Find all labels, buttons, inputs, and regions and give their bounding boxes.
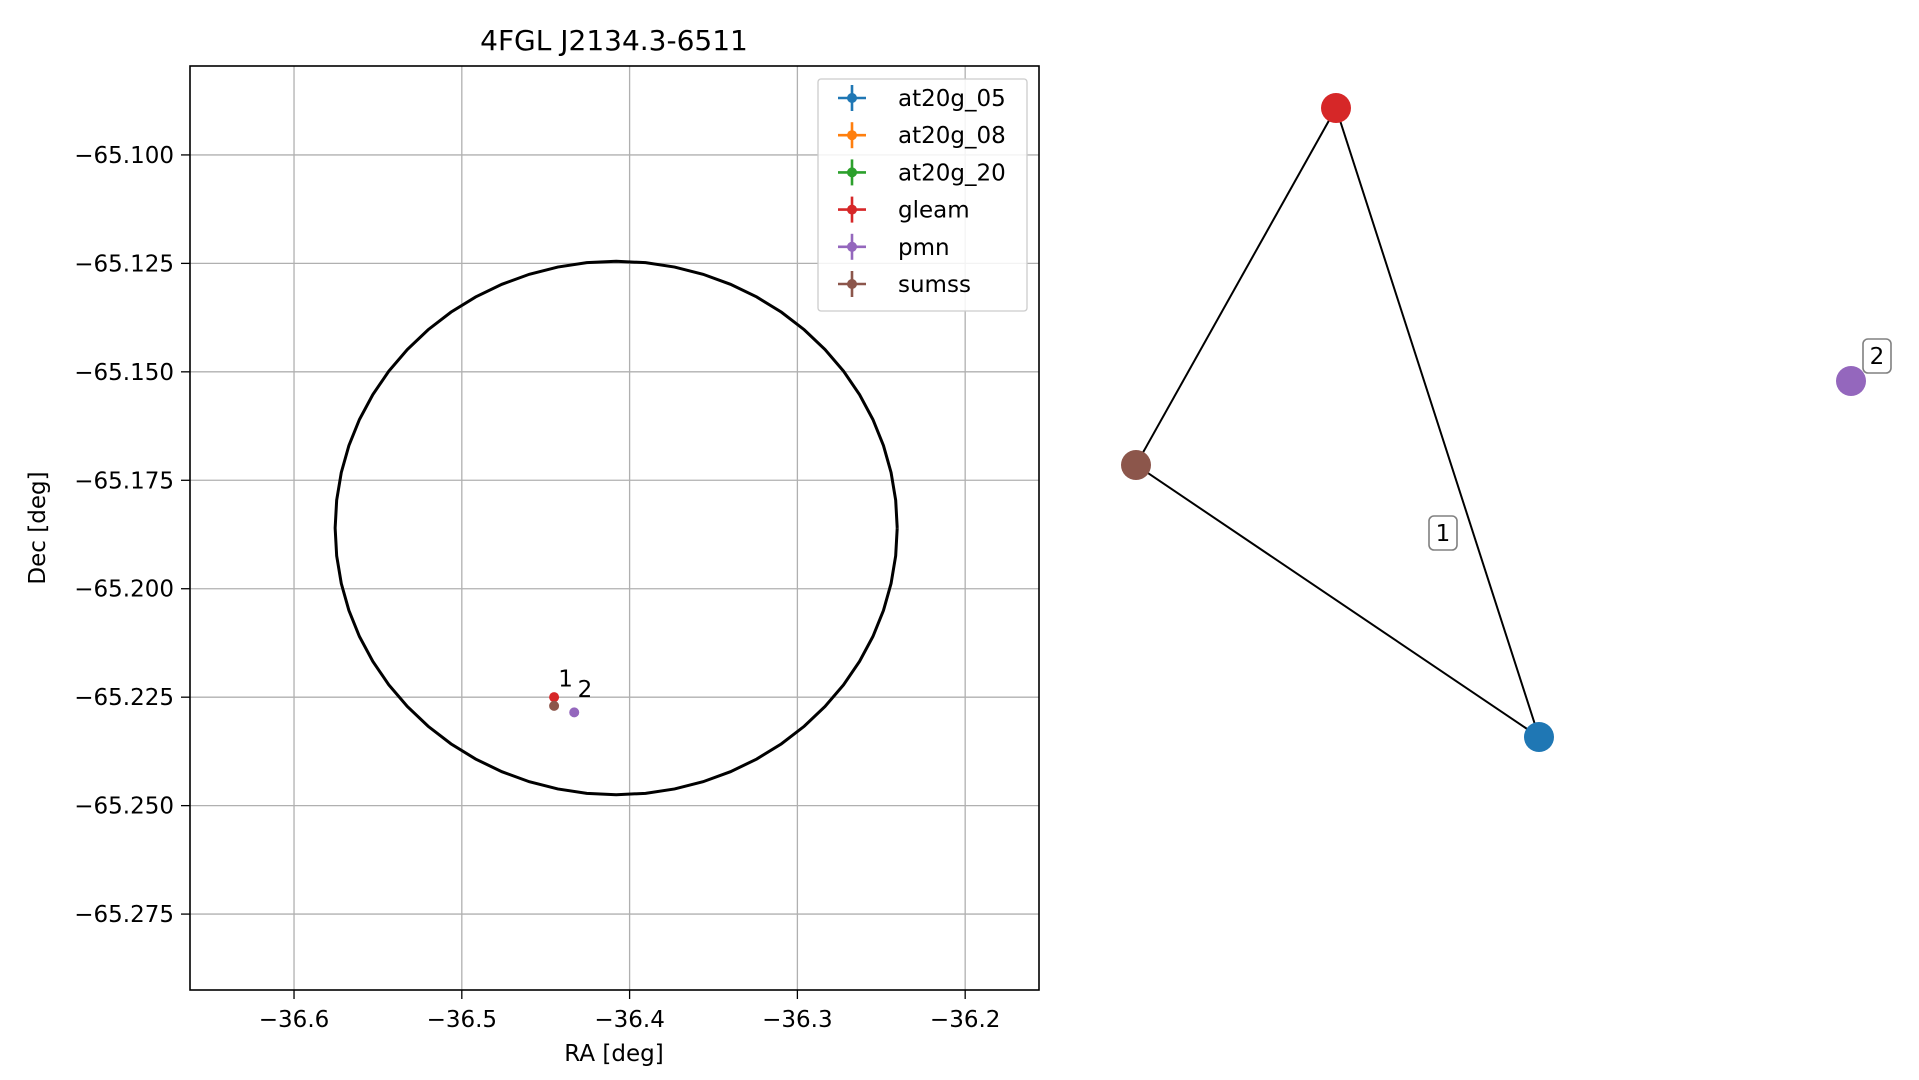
localization-ellipse-layer [333,259,899,797]
node-at20g_05 [1524,722,1554,752]
graph-nodes [1121,93,1866,752]
y-tick-label: −65.100 [74,143,174,169]
legend-entry-gleam: gleam [838,196,970,224]
point-annotation-2: 2 [578,677,593,703]
axes-frame [189,65,1040,991]
component-label-text: 1 [1436,521,1451,547]
y-tick-label: −65.225 [74,685,174,711]
graph-panel: 12 [1121,93,1892,752]
graph-edges [1135,107,1540,738]
component-label-box [1862,338,1892,374]
y-tick-label: −65.150 [74,360,174,386]
edge-sumss-at20g_05 [1135,464,1540,738]
legend-frame [817,78,1028,312]
x-tick-label: −36.6 [259,1007,329,1033]
grid [190,66,1039,990]
legend-label: at20g_05 [898,86,1006,112]
legend-marker-dot [847,167,857,178]
component-label-box [1428,515,1458,551]
legend-entry-sumss: sumss [838,271,971,298]
x-tick-label: −36.5 [427,1007,497,1033]
legend-marker-dot [847,204,857,215]
legend-label: sumss [898,272,971,298]
legend-label: at20g_20 [898,160,1006,186]
legend-entry-at20g_20: at20g_20 [838,159,1006,186]
component-labels: 12 [1428,338,1892,551]
node-sumss [1121,450,1151,480]
edge-gleam-at20g_05 [1335,107,1540,738]
point-sumss [549,700,560,711]
legend-label: pmn [898,235,950,261]
chart-title: 4FGL J2134.3-6511 [480,24,748,57]
node-gleam [1321,93,1351,123]
scatter-panel: −36.6 −36.5 −36.4 −36.3 −36.2 −65.100 −65.125… [25,24,1040,1067]
legend-entry-at20g_08: at20g_08 [838,122,1006,149]
point-annotation-1: 1 [558,666,573,692]
point-pmn [569,707,580,718]
legend-entry-at20g_05: at20g_05 [838,85,1006,112]
y-tick-label: −65.125 [74,251,174,277]
y-tick-label: −65.175 [74,468,174,494]
legend-label: gleam [898,198,970,224]
legend-label: at20g_08 [898,123,1006,149]
x-tick-label: −36.3 [762,1007,832,1033]
x-ticks: −36.6 −36.5 −36.4 −36.3 −36.2 [259,990,1000,1033]
component-label-2: 2 [1862,338,1892,374]
y-tick-label: −65.275 [74,902,174,928]
legend-marker-dot [847,279,857,289]
component-label-text: 2 [1870,344,1885,370]
y-tick-label: −65.250 [74,794,174,820]
y-tick-label: −65.200 [74,577,174,603]
legend-entry-pmn: pmn [838,233,950,261]
node-pmn [1836,366,1866,396]
y-ticks: −65.100 −65.125 −65.150 −65.175 −65.200 −65.2… [74,143,190,928]
legend-marker-dot [847,130,857,141]
legend-marker-dot [847,93,857,103]
x-axis-label: RA [deg] [564,1041,663,1067]
localization-ellipse [333,259,899,797]
x-tick-label: −36.4 [594,1007,664,1033]
x-tick-label: −36.2 [930,1007,1000,1033]
data-points [549,692,580,718]
point-gleam [549,692,560,703]
component-label-1: 1 [1428,515,1458,551]
edge-gleam-sumss [1135,107,1337,466]
legend-marker-dot [847,241,857,252]
y-axis-label: Dec [deg] [25,471,51,584]
